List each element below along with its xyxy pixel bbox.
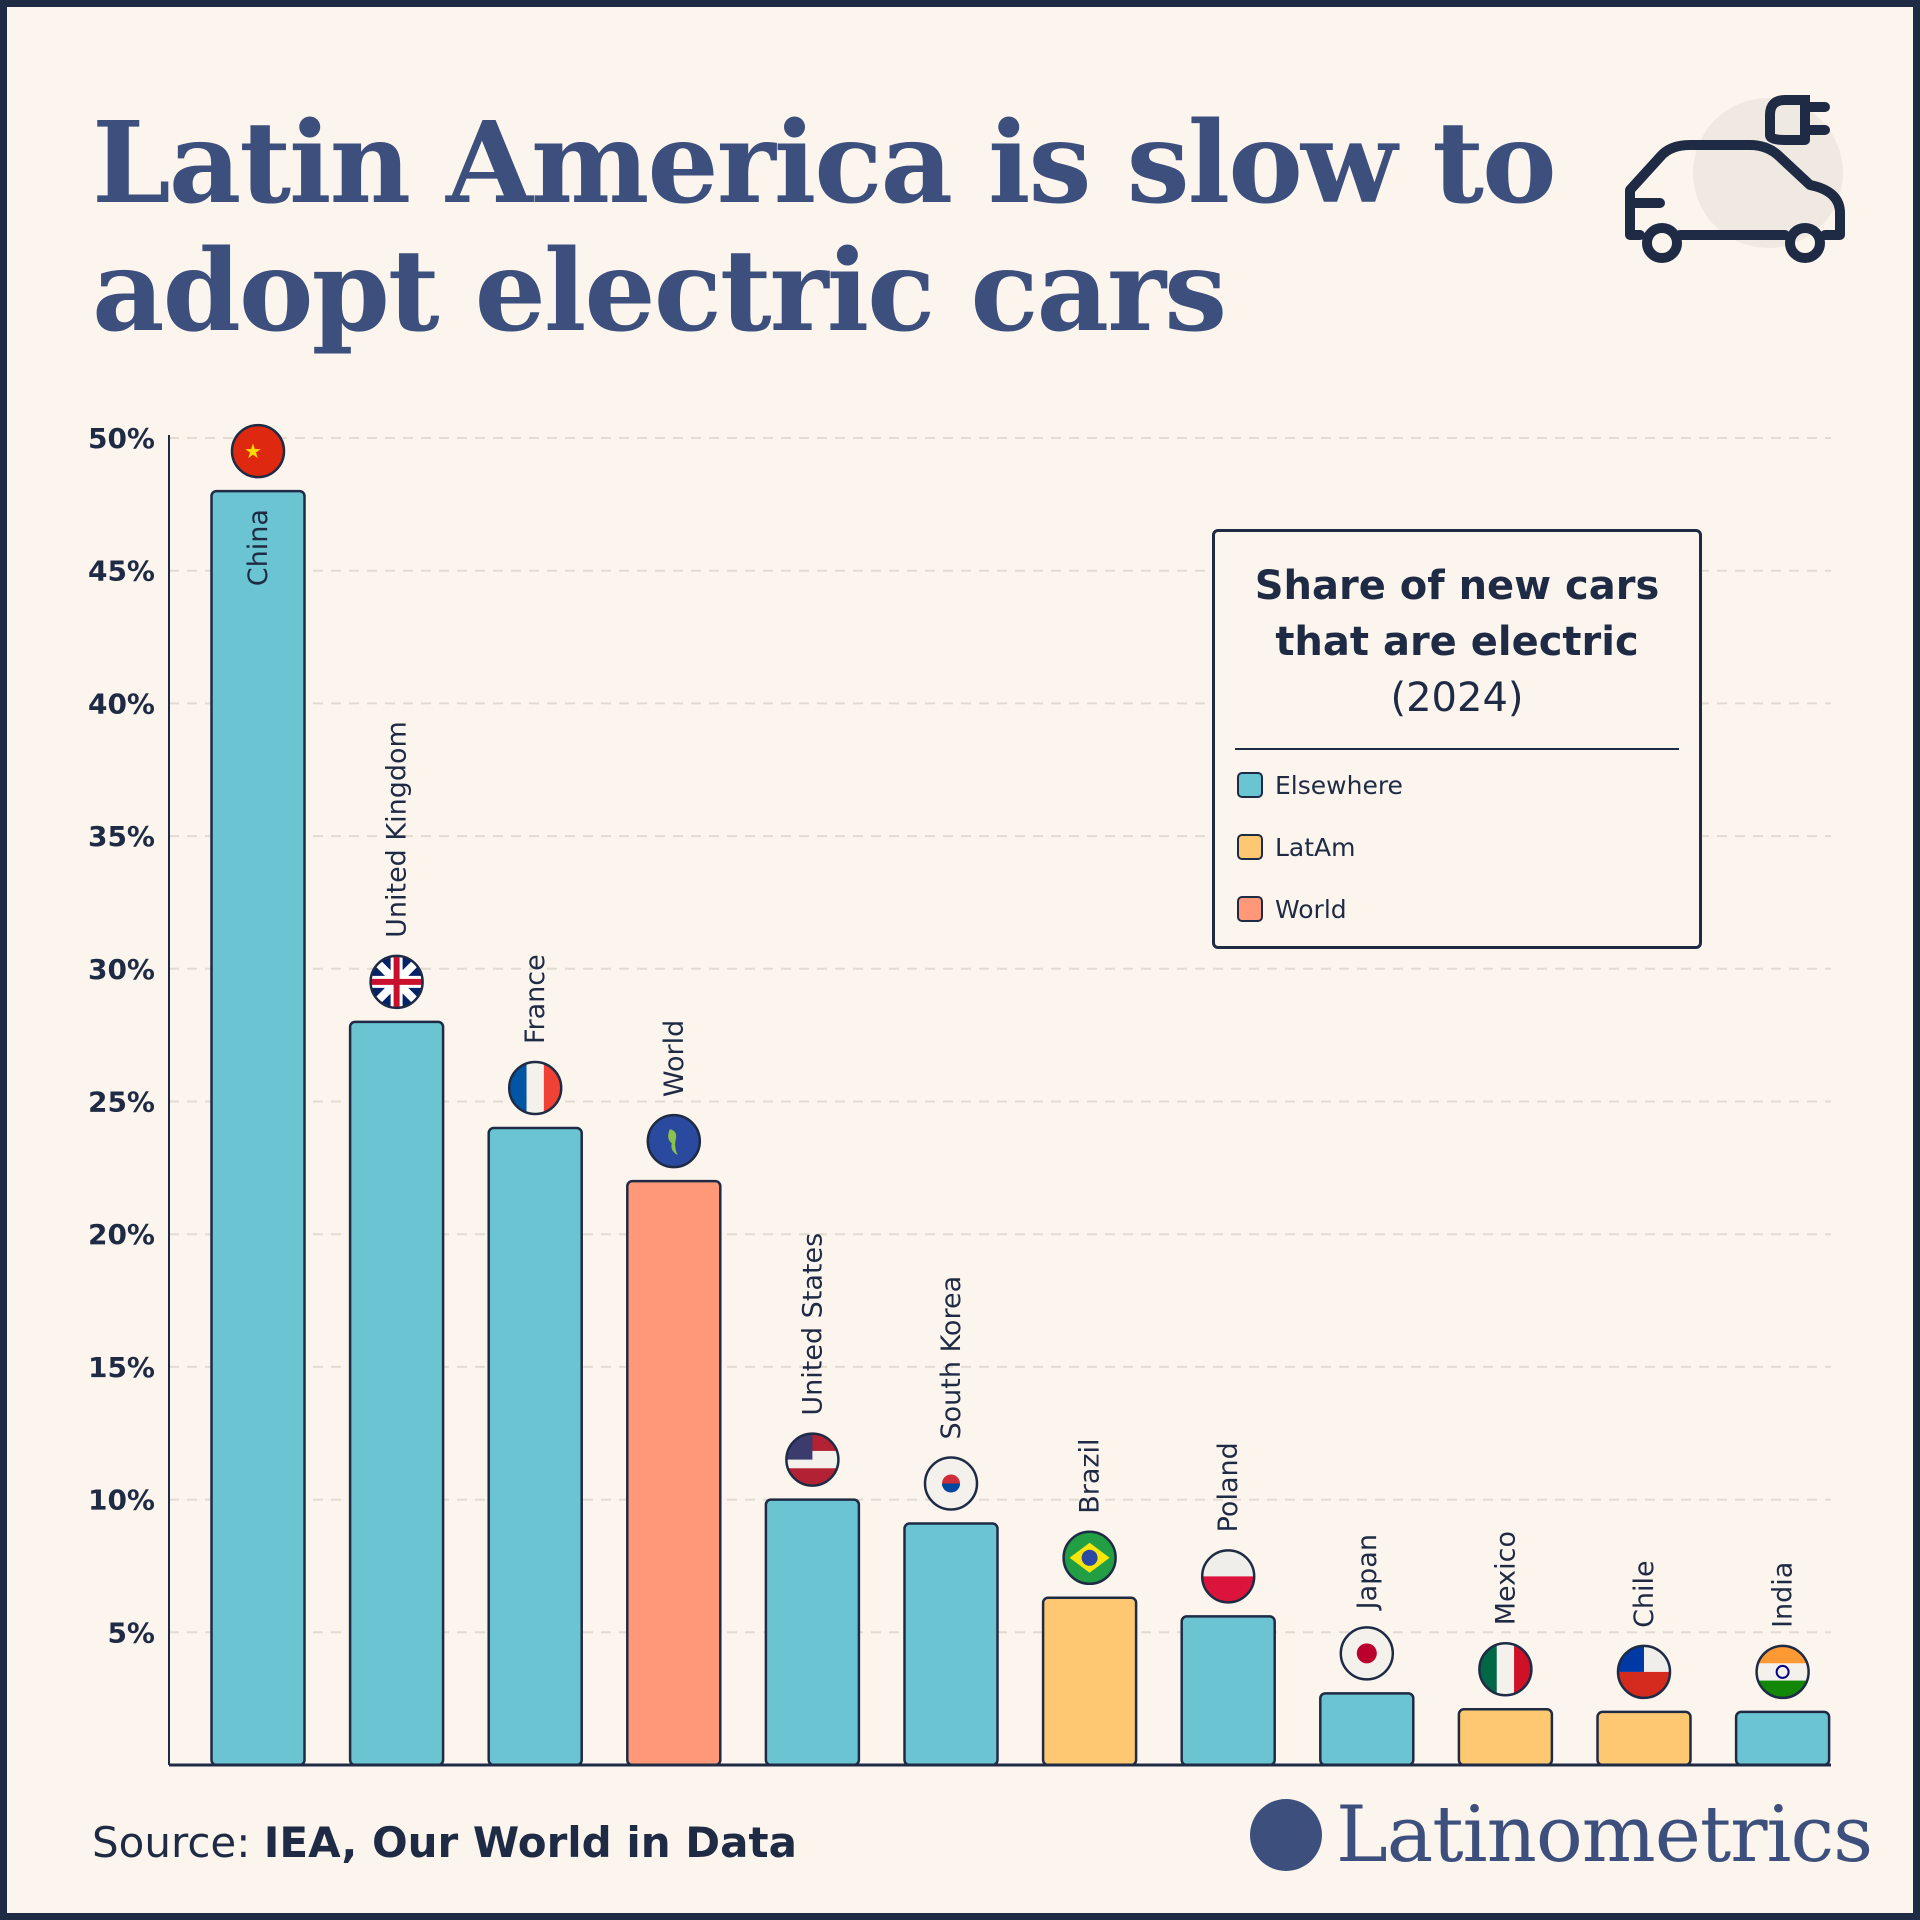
bar-label: South Korea bbox=[936, 1276, 967, 1440]
bar-label: France bbox=[520, 954, 551, 1044]
bar-poland bbox=[1180, 1615, 1276, 1767]
y-tick-label: 35% bbox=[88, 820, 155, 853]
bar-label: Brazil bbox=[1075, 1438, 1106, 1513]
page-title: Latin America is slow to adopt electric … bbox=[92, 98, 1557, 357]
y-tick-label: 10% bbox=[88, 1484, 155, 1517]
svg-text:★: ★ bbox=[244, 439, 262, 463]
y-tick-label: 5% bbox=[107, 1616, 155, 1649]
legend-title: Share of new cars that are electric bbox=[1254, 563, 1660, 665]
flag-icon-india bbox=[1755, 1644, 1810, 1700]
flag-icon-chile bbox=[1616, 1644, 1672, 1700]
flag-icon-poland bbox=[1200, 1549, 1256, 1604]
bar-china bbox=[210, 489, 306, 1767]
legend-year: (2024) bbox=[1390, 675, 1524, 721]
bar-label: India bbox=[1768, 1562, 1799, 1628]
legend-swatch bbox=[1237, 896, 1263, 922]
flag-icon-japan bbox=[1339, 1626, 1395, 1681]
y-tick-label: 20% bbox=[88, 1218, 155, 1251]
flag-icon-south-korea bbox=[923, 1456, 979, 1511]
title-line-1: Latin America is slow to bbox=[92, 98, 1557, 229]
bar-label: World bbox=[659, 1020, 690, 1097]
flag-icon-france bbox=[507, 1060, 563, 1116]
source-note: Source: IEA, Our World in Data bbox=[92, 1818, 797, 1867]
y-tick-label: 40% bbox=[88, 687, 155, 720]
y-tick-label: 45% bbox=[88, 555, 155, 588]
bar-brazil bbox=[1041, 1596, 1138, 1767]
bar-label: China bbox=[243, 509, 274, 586]
title-line-2: adopt electric cars bbox=[92, 226, 1227, 357]
bar-india bbox=[1734, 1710, 1831, 1767]
legend-swatch bbox=[1237, 772, 1263, 798]
bar-label: Poland bbox=[1213, 1442, 1244, 1532]
bar-united-states bbox=[764, 1498, 861, 1767]
flag-icon-united-kingdom bbox=[369, 954, 424, 1010]
flag-icon-world bbox=[646, 1113, 702, 1169]
flag-icon-mexico bbox=[1478, 1642, 1533, 1697]
bar-united-kingdom bbox=[348, 1020, 445, 1767]
bar-label: United States bbox=[797, 1233, 828, 1416]
flag-icon-united-states bbox=[785, 1432, 840, 1487]
y-tick-label: 50% bbox=[88, 422, 155, 455]
y-tick-label: 25% bbox=[88, 1086, 155, 1119]
bar-label: Mexico bbox=[1490, 1531, 1521, 1625]
bar-south-korea bbox=[903, 1522, 999, 1767]
brand-logo: Latinometrics bbox=[1250, 1790, 1873, 1880]
legend-item-elsewhere: Elsewhere bbox=[1237, 770, 1699, 800]
flag-icon-china: ★ bbox=[230, 423, 286, 479]
bar-label: United Kingdom bbox=[382, 721, 413, 938]
legend-swatch bbox=[1237, 834, 1263, 860]
legend-item-latam: LatAm bbox=[1237, 832, 1699, 862]
y-tick-label: 30% bbox=[88, 953, 155, 986]
y-tick-label: 15% bbox=[88, 1351, 155, 1384]
bar-mexico bbox=[1457, 1708, 1554, 1767]
legend: Share of new cars that are electric (2024… bbox=[1212, 529, 1702, 949]
latin-america-map-logo bbox=[1250, 1799, 1322, 1871]
legend-divider bbox=[1235, 748, 1679, 750]
bar-chile bbox=[1596, 1710, 1692, 1767]
electric-car-plug-icon bbox=[1625, 95, 1845, 263]
flag-icon-brazil bbox=[1062, 1530, 1117, 1586]
bar-france bbox=[487, 1126, 583, 1767]
bar-japan bbox=[1319, 1692, 1415, 1767]
legend-item-world: World bbox=[1237, 894, 1699, 924]
brand-name: Latinometrics bbox=[1336, 1790, 1873, 1880]
bar-world bbox=[626, 1179, 722, 1767]
bar-label: Chile bbox=[1629, 1560, 1660, 1628]
bar-label: Japan bbox=[1352, 1534, 1383, 1611]
